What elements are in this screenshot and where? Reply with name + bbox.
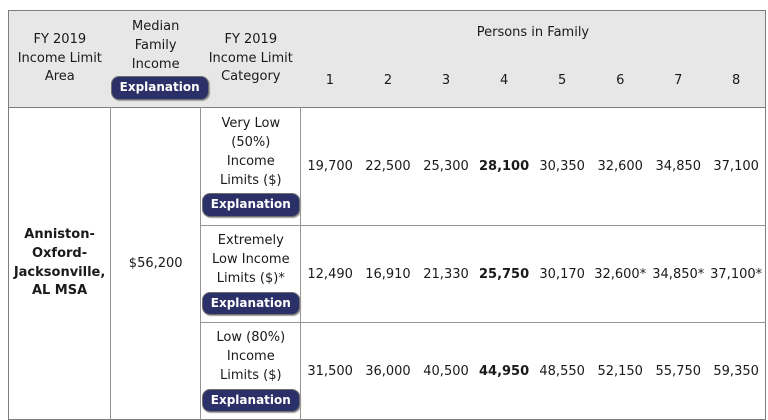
explanation-button[interactable]: Explanation xyxy=(110,75,209,100)
income-value-cell: 48,550 xyxy=(533,322,592,420)
income-value-cell: 30,350 xyxy=(539,159,585,174)
income-value-cell: 34,850* xyxy=(649,224,708,323)
income-value-cell: 36,000 xyxy=(358,322,417,420)
income-limits-table: FY 2019 Income Limit Area Median Family … xyxy=(8,10,766,420)
header-person-7: 7 xyxy=(649,54,708,108)
category-label: Extremely Low Income Limits ($)* xyxy=(212,233,290,286)
income-value-cell: 32,600 xyxy=(597,159,643,174)
income-value-cell: 21,330 xyxy=(416,224,476,323)
explanation-button[interactable]: Explanation xyxy=(201,193,300,217)
explanation-button[interactable]: Explanation xyxy=(201,388,300,413)
income-value-cell: 12,490 xyxy=(300,224,359,323)
header-category: FY 2019 Income Limit Category xyxy=(200,10,301,108)
category-very-low: Very Low (50%) Income Limits ($) Explana… xyxy=(200,107,302,226)
income-limits-table-container: FY 2019 Income Limit Area Median Family … xyxy=(8,10,766,420)
area-name: Anniston- Oxford- Jacksonville, AL MSA xyxy=(8,107,112,420)
table-row: Extremely Low Income Limits ($)* Explana… xyxy=(9,224,766,323)
explanation-button[interactable]: Explanation xyxy=(201,291,300,316)
header-median-income: Median Family Income Explanation xyxy=(110,10,209,108)
table-header: FY 2019 Income Limit Area Median Family … xyxy=(8,10,766,108)
category-low: Low (80%) Income Limits ($) Explanation xyxy=(200,322,302,420)
income-value-cell: 28,100 xyxy=(478,159,530,174)
header-person-4: 4 xyxy=(475,54,534,108)
income-value-cell: 37,100* xyxy=(707,224,766,323)
income-value-cell: 40,500 xyxy=(416,322,476,420)
income-value-cell: 44,950 xyxy=(475,322,534,420)
income-value-cell: 32,600* xyxy=(591,224,650,323)
header-median-income-label: Median Family Income xyxy=(131,19,180,73)
category-label: Low (80%) Income Limits ($) xyxy=(216,330,286,383)
income-value-cell: 16,910 xyxy=(358,224,417,323)
income-value-cell: 31,500 xyxy=(300,322,359,420)
header-person-3: 3 xyxy=(416,54,476,108)
header-area: FY 2019 Income Limit Area xyxy=(8,10,111,108)
income-value-cell: 30,170 xyxy=(533,224,592,323)
category-extremely-low: Extremely Low Income Limits ($)* Explana… xyxy=(200,224,302,323)
income-value-cell: 55,750 xyxy=(649,322,708,420)
income-value-cell: 22,500 xyxy=(365,159,411,174)
income-value-cell: 37,100 xyxy=(713,159,759,174)
income-value-cell: 19,700 xyxy=(307,159,353,174)
header-person-5: 5 xyxy=(533,54,592,108)
income-value-cell: 25,300 xyxy=(423,159,469,174)
header-persons-in-family: Persons in Family xyxy=(300,10,766,55)
income-value-cell: 25,750 xyxy=(475,224,534,323)
median-family-income-value: $56,200 xyxy=(110,107,202,420)
header-person-2: 2 xyxy=(358,54,417,108)
table-row: Low (80%) Income Limits ($) Explanation … xyxy=(9,322,766,420)
category-label: Very Low (50%) Income Limits ($) xyxy=(220,116,282,188)
income-value-cell: 59,350 xyxy=(707,322,766,420)
income-value-cell: 34,850 xyxy=(655,159,702,174)
header-person-6: 6 xyxy=(591,54,650,108)
table-row: Anniston- Oxford- Jacksonville, AL MSA $… xyxy=(8,107,766,420)
header-person-1: 1 xyxy=(300,54,359,108)
income-value-cell: 52,150 xyxy=(591,322,650,420)
header-person-8: 8 xyxy=(707,54,766,108)
